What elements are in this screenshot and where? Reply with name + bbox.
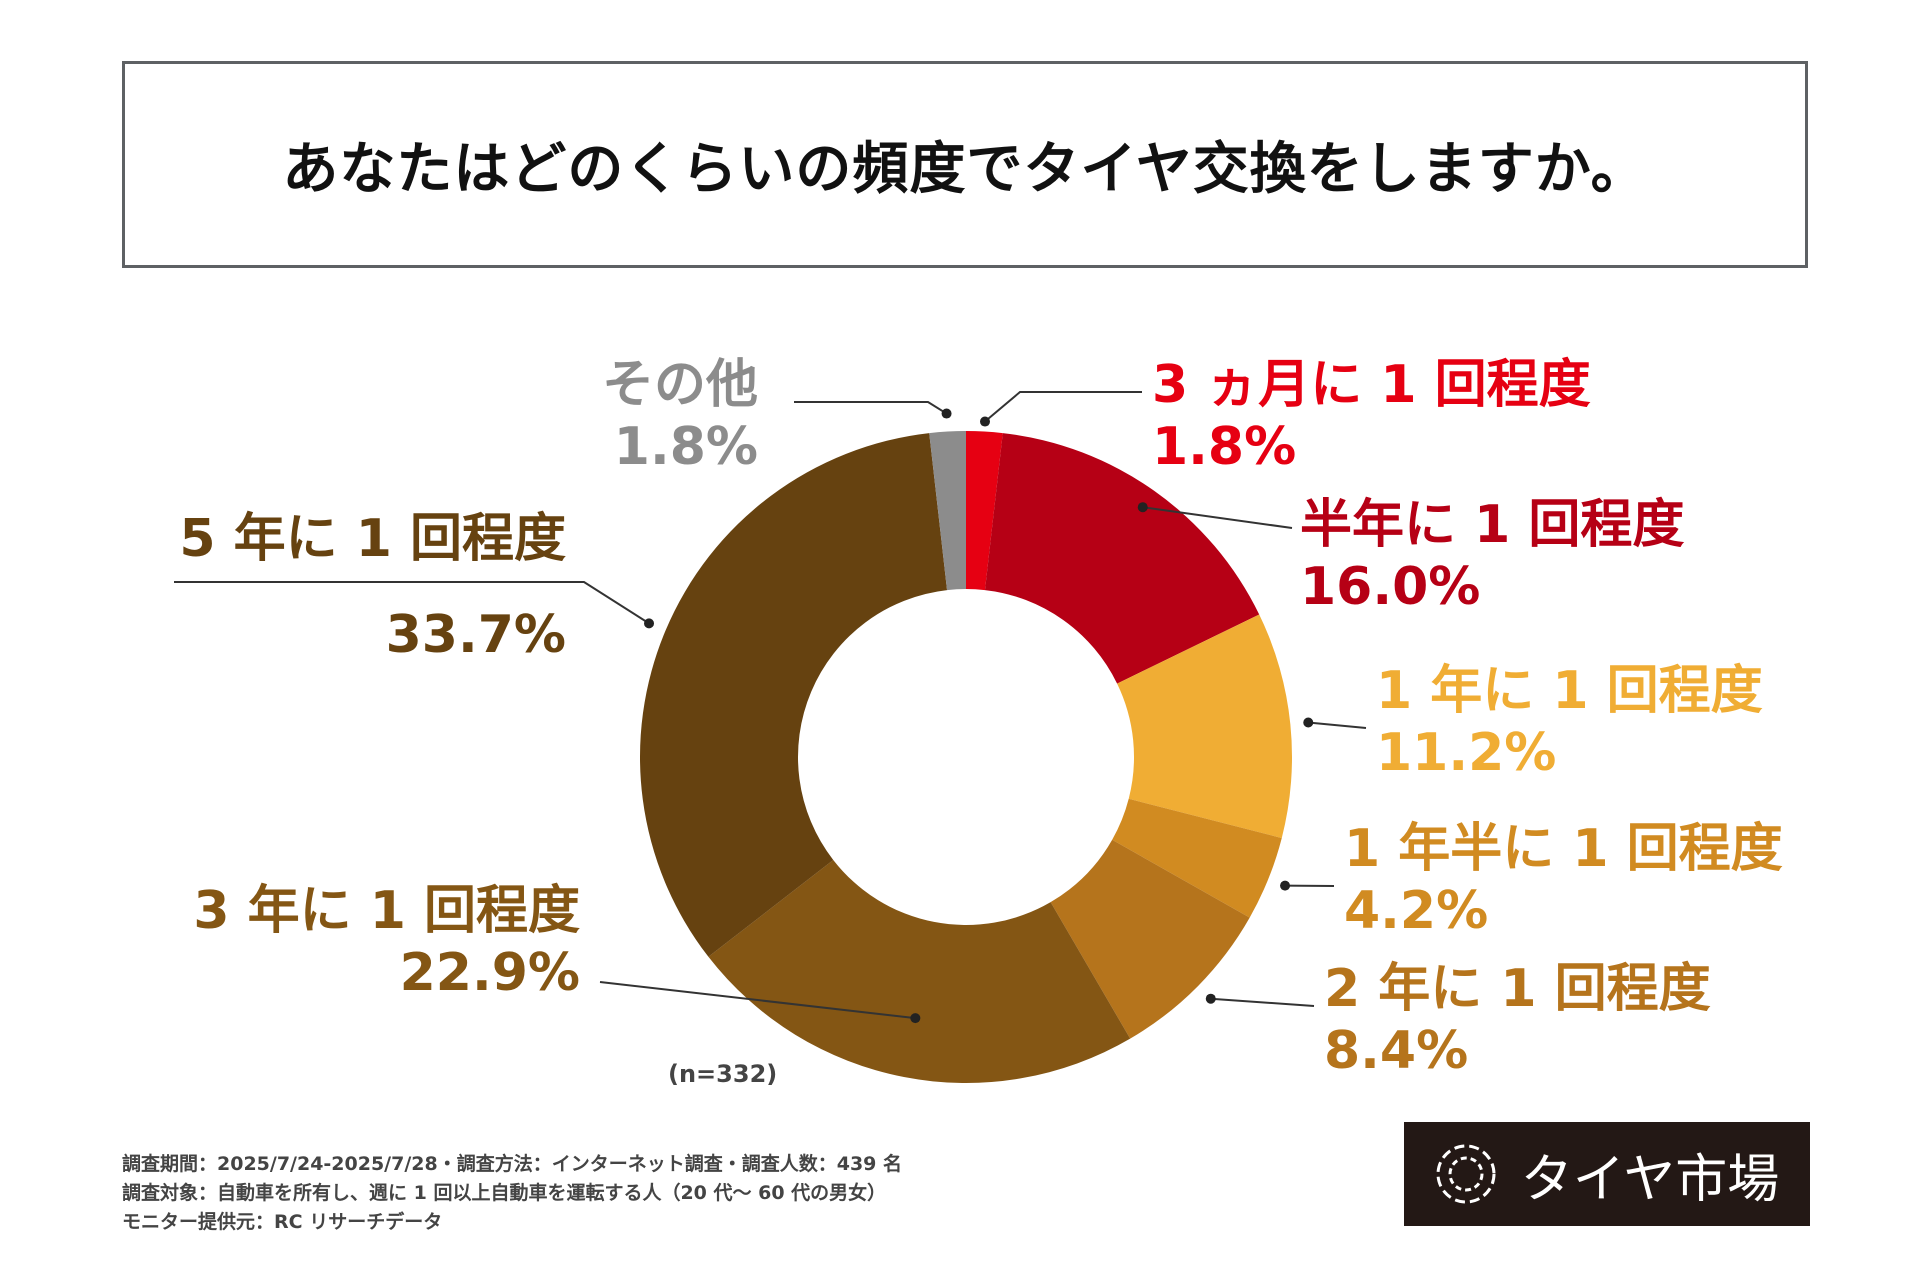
leader-dot-2: [1303, 717, 1314, 728]
label-5year-name: 5 年に 1 回程度: [179, 509, 566, 569]
leader-dot-6: [644, 618, 655, 629]
label-other: その他 1.8%: [602, 354, 758, 479]
label-5year-pct: 33.7%: [385, 605, 566, 666]
chart-title: あなたはどのくらいの頻度でタイヤ交換をしますか。: [282, 137, 1648, 202]
leader-line-5: [599, 981, 916, 1020]
title-box: あなたはどのくらいの頻度でタイヤ交換をしますか。: [122, 61, 1808, 268]
leader-line-1: [1142, 506, 1293, 529]
label-3year-pct: 22.9%: [399, 943, 580, 1004]
leader-line-0: [984, 391, 1142, 423]
label-3year-name: 3 年に 1 回程度: [193, 881, 580, 941]
leader-dot-1: [1137, 502, 1148, 513]
label-1.5year-pct: 4.2%: [1344, 881, 1489, 942]
sample-size-note: (n=332): [668, 1060, 778, 1088]
brand-name: タイヤ市場: [1520, 1149, 1780, 1210]
label-2year-name: 2 年に 1 回程度: [1324, 959, 1711, 1019]
leader-dot-3: [1280, 880, 1291, 891]
label-other-pct: 1.8%: [613, 417, 758, 478]
label-3months-name: 3 ヵ月に 1 回程度: [1152, 355, 1591, 415]
brand-logo: タイヤ市場: [1404, 1122, 1810, 1226]
label-halfyear-name: 半年に 1 回程度: [1300, 495, 1685, 555]
leader-line-6: [174, 581, 650, 625]
label-1year-pct: 11.2%: [1376, 723, 1557, 784]
label-2year: 2 年に 1 回程度 8.4%: [1324, 958, 1711, 1083]
leader-line-4: [1210, 997, 1315, 1007]
slice-7: [929, 431, 966, 591]
slice-3: [1112, 798, 1282, 918]
leader-line-7: [794, 401, 948, 415]
tire-logo-icon: [1436, 1144, 1496, 1204]
footer-line-2: 調査対象：自動車を所有し、週に 1 回以上自動車を運転する人（20 代～ 60 …: [122, 1182, 887, 1204]
survey-footer: 調査期間：2025/7/24-2025/7/28・調査方法：インターネット調査・…: [122, 1150, 902, 1237]
leader-dot-7: [941, 408, 952, 419]
slice-4: [1050, 839, 1250, 1039]
slice-5: [708, 859, 1131, 1083]
label-halfyear: 半年に 1 回程度 16.0%: [1300, 494, 1684, 619]
label-3months-pct: 1.8%: [1152, 417, 1297, 478]
label-1.5year-name: 1 年半に 1 回程度: [1344, 819, 1783, 879]
leader-line-2: [1308, 721, 1367, 729]
slice-0: [966, 431, 1003, 591]
leader-dot-4: [1205, 993, 1216, 1004]
label-1year: 1 年に 1 回程度 11.2%: [1376, 660, 1763, 785]
label-3year: 3 年に 1 回程度 22.9%: [193, 880, 580, 1005]
label-5year: 5 年に 1 回程度 33.7%: [179, 508, 566, 667]
slice-1: [984, 433, 1260, 684]
label-halfyear-pct: 16.0%: [1300, 557, 1481, 618]
footer-line-1: 調査期間：2025/7/24-2025/7/28・調査方法：インターネット調査・…: [122, 1153, 903, 1175]
slice-6: [639, 433, 948, 957]
label-1year-name: 1 年に 1 回程度: [1376, 661, 1763, 721]
leader-dot-5: [910, 1013, 921, 1024]
label-1.5year: 1 年半に 1 回程度 4.2%: [1344, 818, 1783, 943]
slice-2: [1117, 614, 1292, 839]
label-3months: 3 ヵ月に 1 回程度 1.8%: [1152, 354, 1591, 479]
label-other-name: その他: [601, 355, 758, 415]
footer-line-3: モニター提供元：RC リサーチデータ: [122, 1211, 443, 1233]
label-2year-pct: 8.4%: [1324, 1021, 1469, 1082]
leader-dot-0: [979, 416, 990, 427]
